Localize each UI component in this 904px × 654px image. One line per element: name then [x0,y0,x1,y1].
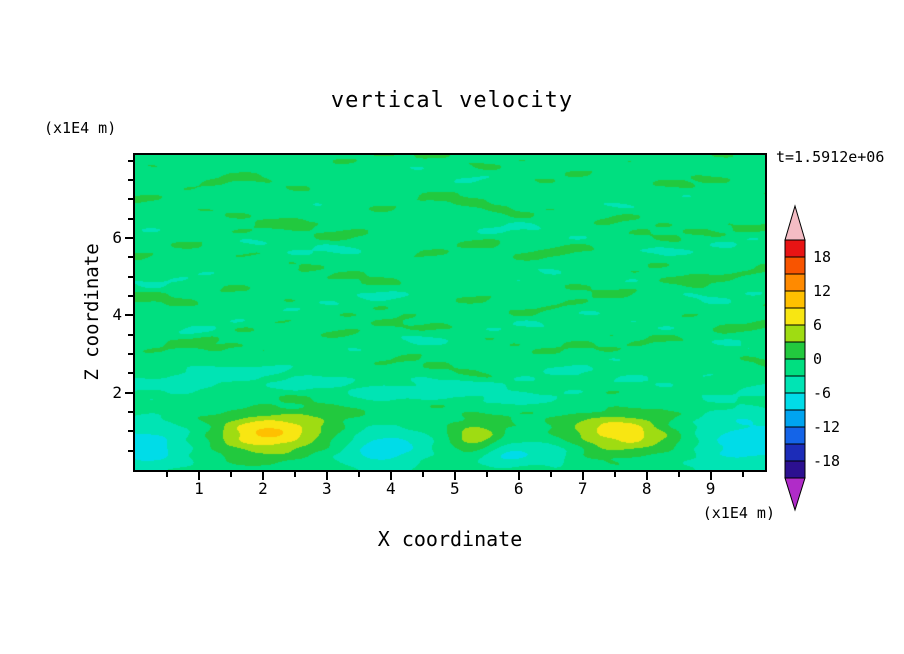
colorbar-tick-label: -6 [813,384,832,402]
colorbar-segment [784,460,806,479]
x-tick-label: 2 [258,479,268,498]
colorbar-segment [784,375,806,394]
colorbar-tick-label: 0 [813,350,823,368]
colorbar-tick-label: 6 [813,316,823,334]
x-minor-tick [613,472,616,477]
y-tick-label: 6 [112,228,122,248]
x-minor-tick [677,472,680,477]
x-major-tick [325,472,328,480]
y-minor-tick [128,295,133,298]
x-tick-label: 4 [386,479,396,498]
x-minor-tick [549,472,552,477]
x-minor-tick [357,472,360,477]
colorbar-segment [784,426,806,445]
x-tick-label: 8 [641,479,652,498]
colorbar-tick-label: -12 [813,418,841,436]
x-major-tick [645,472,648,480]
x-minor-tick [165,472,168,477]
contour-field-canvas [135,155,765,470]
x-major-tick [389,472,392,480]
y-minor-tick [128,217,133,220]
x-tick-label: 7 [577,479,588,498]
colorbar-segment [784,341,806,360]
colorbar-segment [784,392,806,411]
colorbar-segment [784,256,806,275]
colorbar-segment [784,324,806,343]
x-minor-tick [421,472,424,477]
colorbar-under-arrow [784,477,806,512]
y-major-tick [125,237,133,240]
x-tick-label: 5 [449,479,460,498]
x-major-tick [581,472,584,480]
y-minor-tick [128,198,133,201]
y-minor-tick [128,353,133,356]
x-major-tick [709,472,712,480]
colorbar-over-arrow [784,204,806,241]
colorbar-segment [784,290,806,309]
colorbar-tick-label: 18 [813,248,832,266]
x-major-tick [261,472,264,480]
y-minor-tick [128,372,133,375]
x-axis-title: X coordinate [377,527,523,551]
x-tick-label: 6 [513,479,524,498]
y-minor-tick [128,411,133,414]
y-minor-tick [128,179,133,182]
chart-title: vertical velocity [330,88,574,113]
y-tick-label: 4 [112,305,122,325]
colorbar-segment [784,409,806,428]
plot-area [133,153,767,472]
x-minor-tick [293,472,296,477]
x-tick-label: 1 [194,479,204,498]
x-major-tick [453,472,456,480]
colorbar-tick-label: 12 [813,282,832,300]
colorbar-segment [784,307,806,326]
x-tick-label: 3 [322,479,332,498]
colorbar [784,204,806,512]
colorbar-segment [784,273,806,292]
x-major-tick [197,472,200,480]
x-major-tick [517,472,520,480]
y-major-tick [125,314,133,317]
y-axis-unit-label: (x1E4 m) [44,119,117,137]
x-minor-tick [741,472,744,477]
x-minor-tick [229,472,232,477]
x-axis-unit-label: (x1E4 m) [702,504,775,522]
y-minor-tick [128,275,133,278]
colorbar-segment [784,239,806,258]
y-minor-tick [128,449,133,452]
colorbar-tick-label: -18 [813,452,841,470]
colorbar-segment [784,358,806,377]
y-minor-tick [128,256,133,259]
colorbar-segment [784,443,806,462]
y-tick-label: 2 [112,382,122,402]
y-major-tick [125,391,133,394]
y-minor-tick [128,333,133,336]
x-tick-label: 9 [705,479,716,498]
time-stamp-label: t=1.5912e+06 [776,148,885,166]
y-minor-tick [128,430,133,433]
x-minor-tick [485,472,488,477]
y-minor-tick [128,159,133,162]
